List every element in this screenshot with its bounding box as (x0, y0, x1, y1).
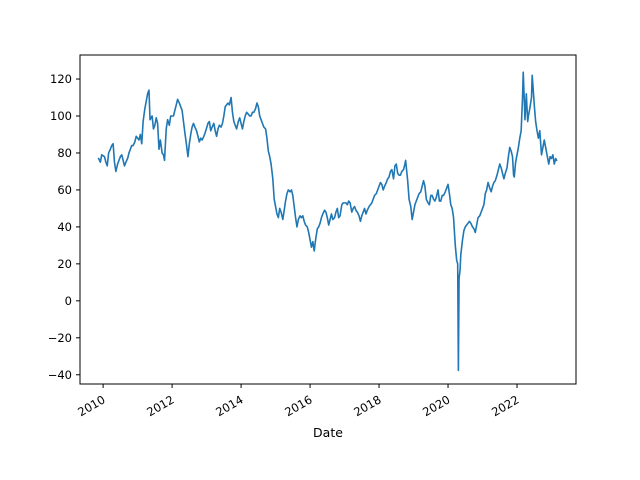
x-tick-label: 2022 (489, 392, 521, 419)
x-tick-label: 2016 (282, 392, 314, 419)
y-tick-label: −20 (48, 331, 72, 345)
axes-frame (79, 54, 577, 385)
y-tick-label: 0 (65, 294, 72, 308)
x-tick-label: 2012 (144, 392, 176, 419)
price-line-series (97, 71, 558, 372)
y-tick-label: 120 (50, 72, 72, 86)
y-axis-ticks: −40 −20 0 20 40 60 80 100 120 (48, 72, 80, 382)
y-tick-label: 60 (57, 183, 72, 197)
y-tick-label: 100 (50, 109, 72, 123)
y-tick-label: 20 (57, 257, 72, 271)
y-tick-label: 40 (57, 220, 72, 234)
y-tick-label: −40 (48, 368, 72, 382)
x-tick-label: 2018 (351, 392, 383, 419)
y-tick-label: 80 (57, 146, 72, 160)
x-tick-label: 2014 (213, 392, 245, 419)
x-tick-label: 2020 (420, 392, 452, 419)
x-tick-label: 2010 (75, 392, 107, 419)
x-axis-ticks: 2010 2012 2014 2016 2018 2020 2022 (75, 384, 522, 419)
x-axis-label: Date (313, 425, 343, 440)
